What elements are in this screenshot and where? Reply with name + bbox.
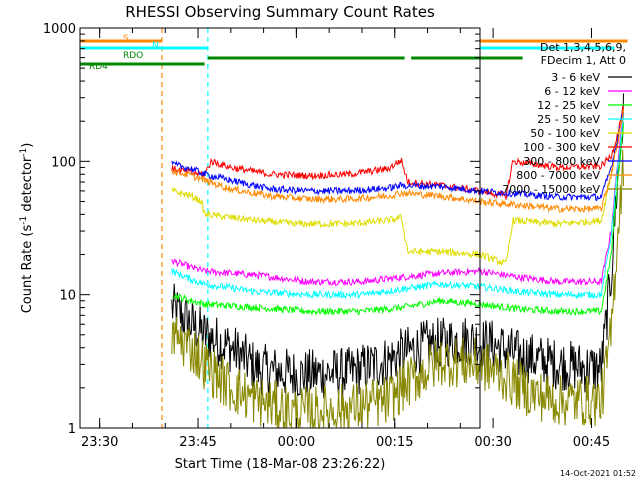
y-tick-label-3: 1000 [43,22,76,37]
x-tick-label-4: 00:30 [474,435,511,450]
legend-label-4: 50 - 100 keV [530,127,600,140]
state-label-s: S [123,34,129,44]
series-line-5 [171,105,624,200]
plot-frame [79,27,481,429]
legend-label-7: 800 - 7000 keV [516,169,600,182]
series-line-3 [171,116,624,300]
legend-header-1: FDecim 1, Att 0 [541,54,626,67]
y-tick-label-2: 100 [51,155,76,170]
legend-label-3: 25 - 50 keV [537,113,600,126]
state-label-n: N [152,41,159,51]
series-line-8 [171,149,624,430]
legend-label-5: 100 - 300 keV [523,141,600,154]
legend-label-0: 3 - 6 keV [551,71,600,84]
legend-label-2: 12 - 25 keV [537,99,600,112]
x-tick-label-3: 00:15 [376,435,413,450]
legend-label-1: 6 - 12 keV [544,85,600,98]
series-line-6 [171,111,624,202]
state-bars: S N RDO RD4 [80,34,628,72]
series-line-1 [171,117,624,287]
chart-title: RHESSI Observing Summary Count Rates [125,3,435,21]
x-axis-label: Start Time (18-Mar-08 23:26:22) [175,457,386,472]
legend-label-6: 300 - 800 keV [523,155,600,168]
legend-label-8: 7000 - 15000 keV [502,183,600,196]
footer-timestamp: 14-Oct-2021 01:52 [560,469,636,478]
state-label-rd4: RD4 [89,62,108,72]
legend: Det 1,3,4,5,6,9,FDecim 1, Att 0 3 - 6 keV… [502,41,632,196]
x-tick-label-0: 23:30 [81,435,118,450]
x-tick-label-1: 23:45 [179,435,216,450]
series-line-7 [171,109,624,214]
y-axis-label: Count Rate (s-1 detector-1) [19,143,35,314]
series-line-2 [171,123,624,317]
y-tick-label-1: 10 [59,289,76,304]
legend-header-0: Det 1,3,4,5,6,9, [540,41,626,54]
series-line-4 [171,110,624,267]
state-label-rdo: RDO [123,51,143,61]
x-tick-label-5: 00:45 [573,435,610,450]
series-layer [171,93,624,430]
series-line-0 [171,93,624,401]
y-tick-label-0: 1 [68,422,76,437]
axes: 1 10 100 1000 23:30 23:45 00:00 00:15 00:30 00:45… [19,22,610,450]
plot-area [161,28,209,428]
x-tick-label-2: 00:00 [278,435,315,450]
